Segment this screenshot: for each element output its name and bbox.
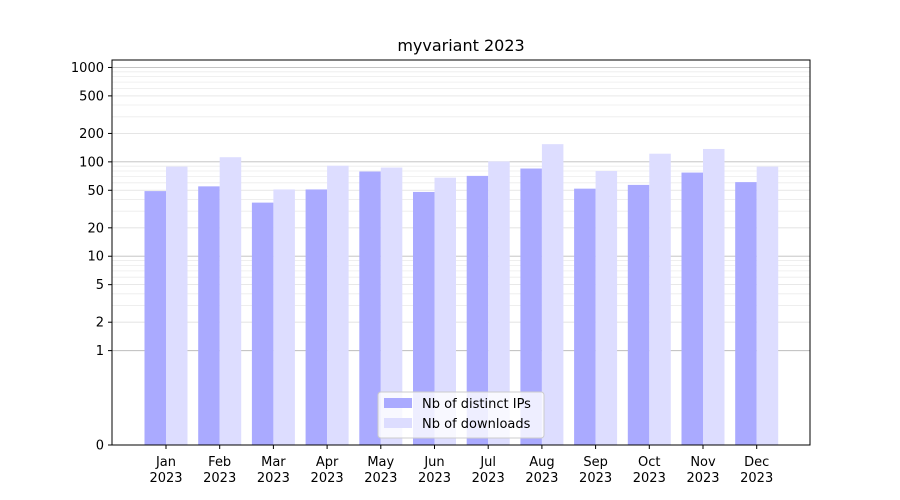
bar-downloads bbox=[380, 167, 403, 445]
bars bbox=[144, 144, 779, 446]
plot-area-frame bbox=[111, 59, 811, 446]
bar-distinct-ips bbox=[627, 184, 650, 446]
bar-downloads bbox=[273, 189, 295, 445]
x-tick-label-month: Nov bbox=[690, 455, 716, 470]
x-tick-label-month: Mar bbox=[261, 455, 286, 470]
legend-label: Nb of downloads bbox=[422, 417, 531, 432]
y-tick-label: 20 bbox=[87, 221, 104, 236]
y-tick-label: 0 bbox=[96, 439, 104, 454]
bar-distinct-ips bbox=[681, 172, 703, 445]
bar-downloads bbox=[219, 157, 242, 446]
bar-downloads bbox=[756, 166, 779, 446]
x-tick-label-month: Jun bbox=[423, 455, 444, 470]
legend-label: Nb of distinct IPs bbox=[422, 397, 531, 412]
x-tick-label-year: 2023 bbox=[203, 471, 236, 486]
x-tick-label-year: 2023 bbox=[633, 471, 666, 486]
x-tick-label-year: 2023 bbox=[418, 471, 451, 486]
bar-distinct-ips bbox=[305, 189, 328, 445]
x-tick-label-year: 2023 bbox=[149, 471, 182, 486]
bar-distinct-ips bbox=[198, 186, 220, 445]
y-tick-label: 2 bbox=[96, 316, 104, 331]
y-axis: 0 1 2 5 10 20 50 100 200 500 1000 bbox=[71, 61, 112, 454]
legend: Nb of distinct IPs Nb of downloads bbox=[377, 391, 545, 439]
x-tick-label-year: 2023 bbox=[311, 471, 344, 486]
y-tick-label: 100 bbox=[79, 155, 104, 170]
x-tick-label-month: Sep bbox=[583, 455, 608, 470]
bar-downloads bbox=[703, 148, 725, 445]
x-tick-label-year: 2023 bbox=[686, 471, 719, 486]
x-tick-label-month: Feb bbox=[208, 455, 231, 470]
x-tick-label-month: Jul bbox=[479, 455, 496, 470]
legend-swatch bbox=[384, 398, 412, 408]
y-tick-label: 1000 bbox=[71, 61, 104, 76]
x-tick-label-month: Oct bbox=[638, 455, 660, 470]
bar-distinct-ips bbox=[735, 182, 757, 445]
x-tick-label-month: Jan bbox=[155, 455, 176, 470]
bar-downloads bbox=[434, 177, 456, 446]
x-tick-label-year: 2023 bbox=[472, 471, 505, 486]
x-axis: Jan2023Feb2023Mar2023Apr2023May2023Jun20… bbox=[149, 445, 773, 486]
x-tick-label-year: 2023 bbox=[364, 471, 397, 486]
x-tick-label-year: 2023 bbox=[257, 471, 290, 486]
bar-downloads bbox=[166, 166, 188, 446]
y-tick-label: 10 bbox=[87, 250, 104, 265]
legend-box bbox=[377, 391, 545, 439]
y-tick-label: 1 bbox=[96, 344, 104, 359]
bar-distinct-ips bbox=[574, 188, 596, 445]
x-tick-label-month: Dec bbox=[744, 455, 769, 470]
x-tick-label-year: 2023 bbox=[740, 471, 773, 486]
x-tick-label-month: May bbox=[367, 455, 394, 470]
bar-downloads bbox=[649, 153, 671, 445]
y-tick-label: 500 bbox=[79, 89, 104, 104]
x-tick-label-month: Apr bbox=[316, 455, 339, 470]
x-tick-label-year: 2023 bbox=[525, 471, 558, 486]
bar-distinct-ips bbox=[251, 202, 274, 445]
bar-distinct-ips bbox=[413, 191, 435, 445]
y-tick-label: 200 bbox=[79, 127, 104, 142]
bar-distinct-ips bbox=[520, 168, 542, 445]
bar-distinct-ips bbox=[466, 175, 489, 445]
legend-swatch bbox=[384, 418, 412, 428]
bar-distinct-ips bbox=[359, 171, 381, 445]
y-tick-label: 5 bbox=[96, 278, 104, 293]
bar-downloads bbox=[595, 171, 618, 446]
chart-title: myvariant 2023 bbox=[397, 36, 524, 55]
bar-distinct-ips bbox=[144, 191, 166, 445]
bar-downloads bbox=[488, 161, 510, 445]
y-tick-label: 50 bbox=[87, 184, 104, 199]
bar-downloads bbox=[541, 144, 564, 445]
x-tick-label-year: 2023 bbox=[579, 471, 612, 486]
bar-downloads bbox=[327, 165, 349, 445]
x-tick-label-month: Aug bbox=[529, 455, 554, 470]
